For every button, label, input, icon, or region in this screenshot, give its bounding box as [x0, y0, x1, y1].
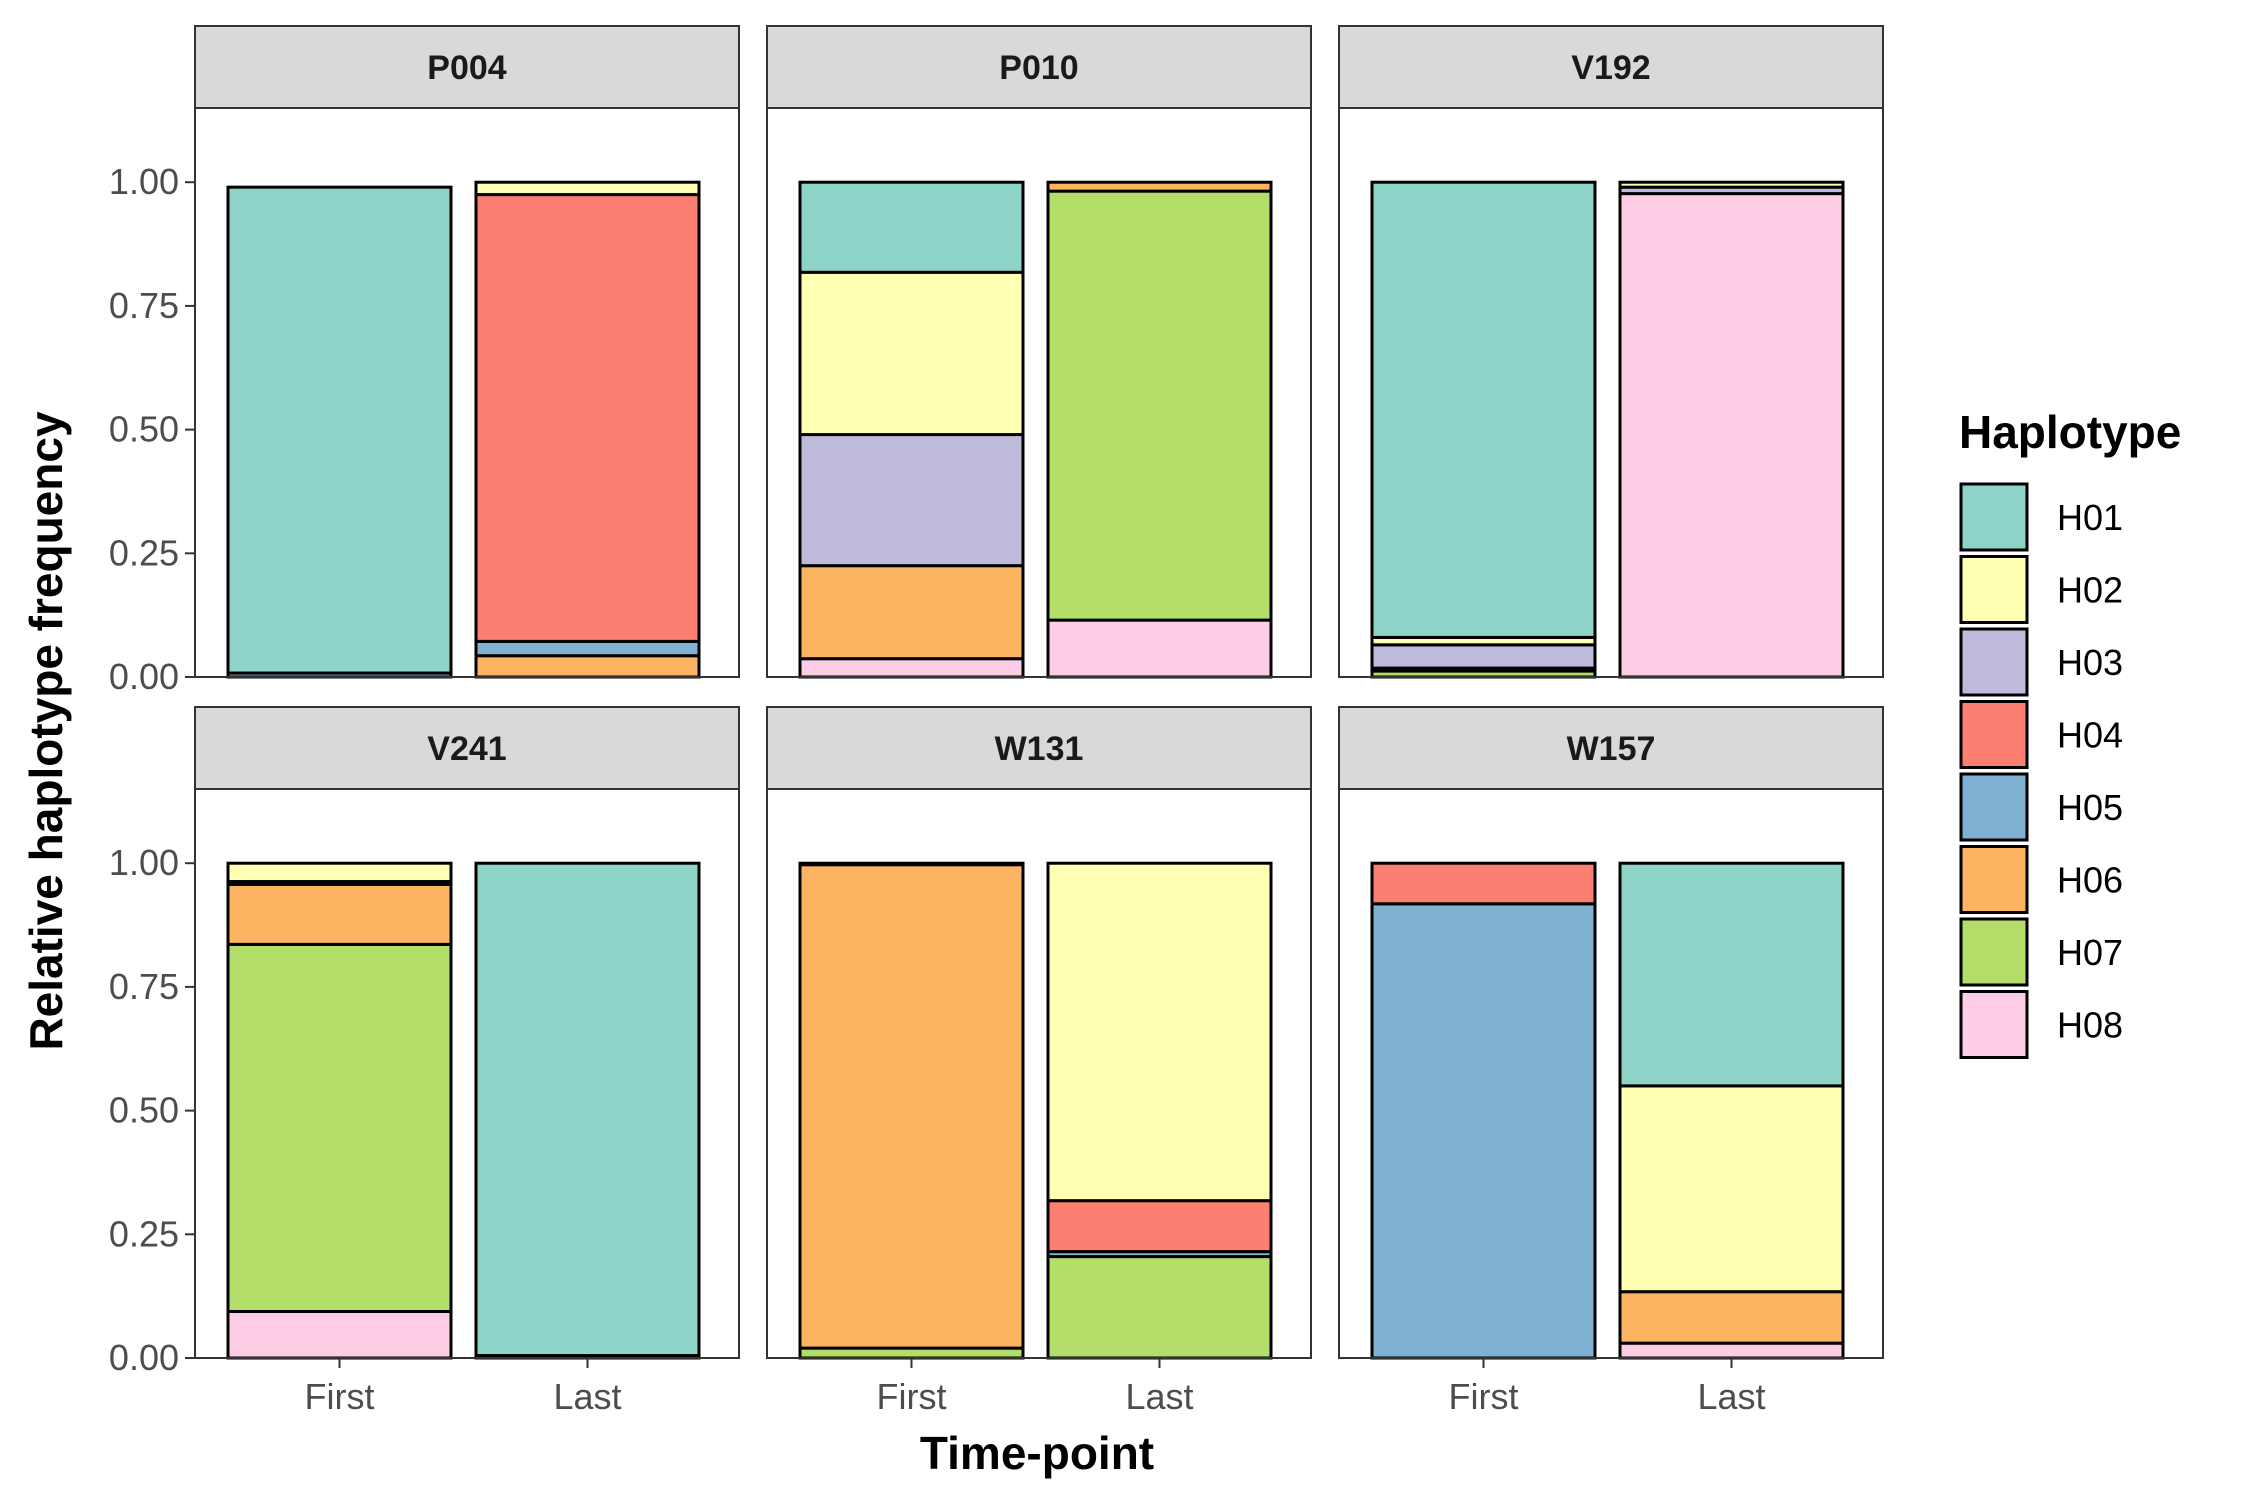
bar-segment-v241-last-h01 — [474, 861, 701, 1358]
bar-segment-p010-first-h06 — [798, 564, 1025, 661]
strip-v241 — [194, 706, 740, 790]
x-tick-label: Last — [553, 1376, 621, 1417]
legend-key-h07 — [1959, 917, 2029, 987]
x-axis-title: Time-point — [920, 1427, 1154, 1479]
y-axis-title: Relative haplotype frequency — [20, 411, 72, 1050]
legend-label-h07: H07 — [2057, 932, 2123, 973]
bar-segment-p010-first-h08 — [798, 657, 1025, 679]
bar-segment-w131-first-h02 — [798, 861, 1025, 867]
strip-v192 — [1338, 25, 1884, 109]
bar-segment-p010-first-h03 — [798, 433, 1025, 568]
strip-label-p010: P010 — [999, 49, 1078, 87]
bar-segment-w131-last-h02 — [1046, 861, 1273, 1203]
legend-key-h01 — [1959, 482, 2029, 552]
y-tick-label: 1.00 — [109, 161, 179, 202]
y-tick-label: 0.25 — [109, 532, 179, 573]
y-tick-label: 0.75 — [109, 966, 179, 1007]
legend-title: Haplotype — [1959, 406, 2181, 458]
panel-border-w131 — [766, 788, 1312, 1359]
strip-label-w157: W157 — [1567, 730, 1656, 768]
panel-border-v241 — [194, 788, 740, 1359]
y-tick-label: 0.75 — [109, 285, 179, 326]
bar-segment-v241-first-h06 — [226, 882, 453, 946]
bar-segment-p004-last-h04 — [474, 193, 701, 643]
bar-segment-v192-first-h01 — [1370, 180, 1597, 639]
y-tick-label: 0.50 — [109, 1090, 179, 1131]
bar-segment-p004-first-h01 — [226, 185, 453, 675]
bar-segment-p010-first-h02 — [798, 270, 1025, 437]
bar-segment-p004-last-h05 — [474, 639, 701, 658]
bar-segment-v192-last-h02 — [1618, 180, 1845, 189]
strip-label-v192: V192 — [1571, 49, 1650, 87]
bar-segment-p010-last-h08 — [1046, 618, 1273, 679]
bar-segment-w157-first-h05 — [1370, 902, 1597, 1360]
bar-segment-p010-last-h07 — [1046, 189, 1273, 622]
legend-label-h04: H04 — [2057, 715, 2123, 756]
strip-p004 — [194, 25, 740, 109]
x-tick-label: First — [877, 1376, 947, 1417]
strip-w131 — [766, 706, 1312, 790]
strip-p010 — [766, 25, 1312, 109]
bar-segment-v241-first-h02 — [226, 861, 453, 884]
bar-segment-w157-last-h06 — [1618, 1290, 1845, 1345]
panel-border-p010 — [766, 107, 1312, 678]
bar-segment-p010-last-h06 — [1046, 180, 1273, 193]
bar-segment-v192-last-h08 — [1618, 192, 1845, 679]
legend-label-h02: H02 — [2057, 570, 2123, 611]
bar-segment-w157-last-h08 — [1618, 1341, 1845, 1360]
bar-segment-v241-first-h08 — [226, 1309, 453, 1360]
y-tick-label: 1.00 — [109, 842, 179, 883]
strip-label-p004: P004 — [427, 49, 506, 87]
panel-border-v192 — [1338, 107, 1884, 678]
bar-segment-w131-first-h06 — [798, 863, 1025, 1350]
legend-key-h05 — [1959, 772, 2029, 842]
bar-segment-p010-first-h01 — [798, 180, 1025, 274]
legend-key-h08 — [1959, 990, 2029, 1059]
y-tick-label: 0.25 — [109, 1213, 179, 1254]
bar-segment-w131-last-h04 — [1046, 1199, 1273, 1254]
y-tick-label: 0.00 — [109, 656, 179, 697]
strip-label-v241: V241 — [427, 730, 506, 768]
strip-label-w131: W131 — [995, 730, 1084, 768]
x-tick-label: Last — [1697, 1376, 1765, 1417]
strip-w157 — [1338, 706, 1884, 790]
legend-key-h04 — [1959, 700, 2029, 769]
y-tick-label: 0.00 — [109, 1337, 179, 1378]
x-tick-label: First — [1449, 1376, 1519, 1417]
bar-segment-v241-first-h07 — [226, 942, 453, 1313]
x-tick-label: Last — [1125, 1376, 1193, 1417]
bar-segment-w131-last-h07 — [1046, 1255, 1273, 1360]
bar-segment-w157-first-h04 — [1370, 861, 1597, 906]
bar-segment-w157-last-h01 — [1618, 861, 1845, 1088]
bar-segment-w157-last-h02 — [1618, 1084, 1845, 1294]
legend-label-h01: H01 — [2057, 497, 2123, 538]
bar-segment-v192-first-h03 — [1370, 643, 1597, 670]
bar-segment-p004-last-h02 — [474, 180, 701, 197]
legend-label-h06: H06 — [2057, 860, 2123, 901]
legend-label-h05: H05 — [2057, 787, 2123, 828]
bar-segment-p004-last-h06 — [474, 654, 701, 679]
legend-key-h06 — [1959, 845, 2029, 914]
x-tick-label: First — [305, 1376, 375, 1417]
panel-border-w157 — [1338, 788, 1884, 1359]
panel-border-p004 — [194, 107, 740, 678]
legend-key-h02 — [1959, 555, 2029, 624]
y-tick-label: 0.50 — [109, 409, 179, 450]
legend-label-h08: H08 — [2057, 1005, 2123, 1046]
legend-key-h03 — [1959, 627, 2029, 697]
legend-label-h03: H03 — [2057, 642, 2123, 683]
